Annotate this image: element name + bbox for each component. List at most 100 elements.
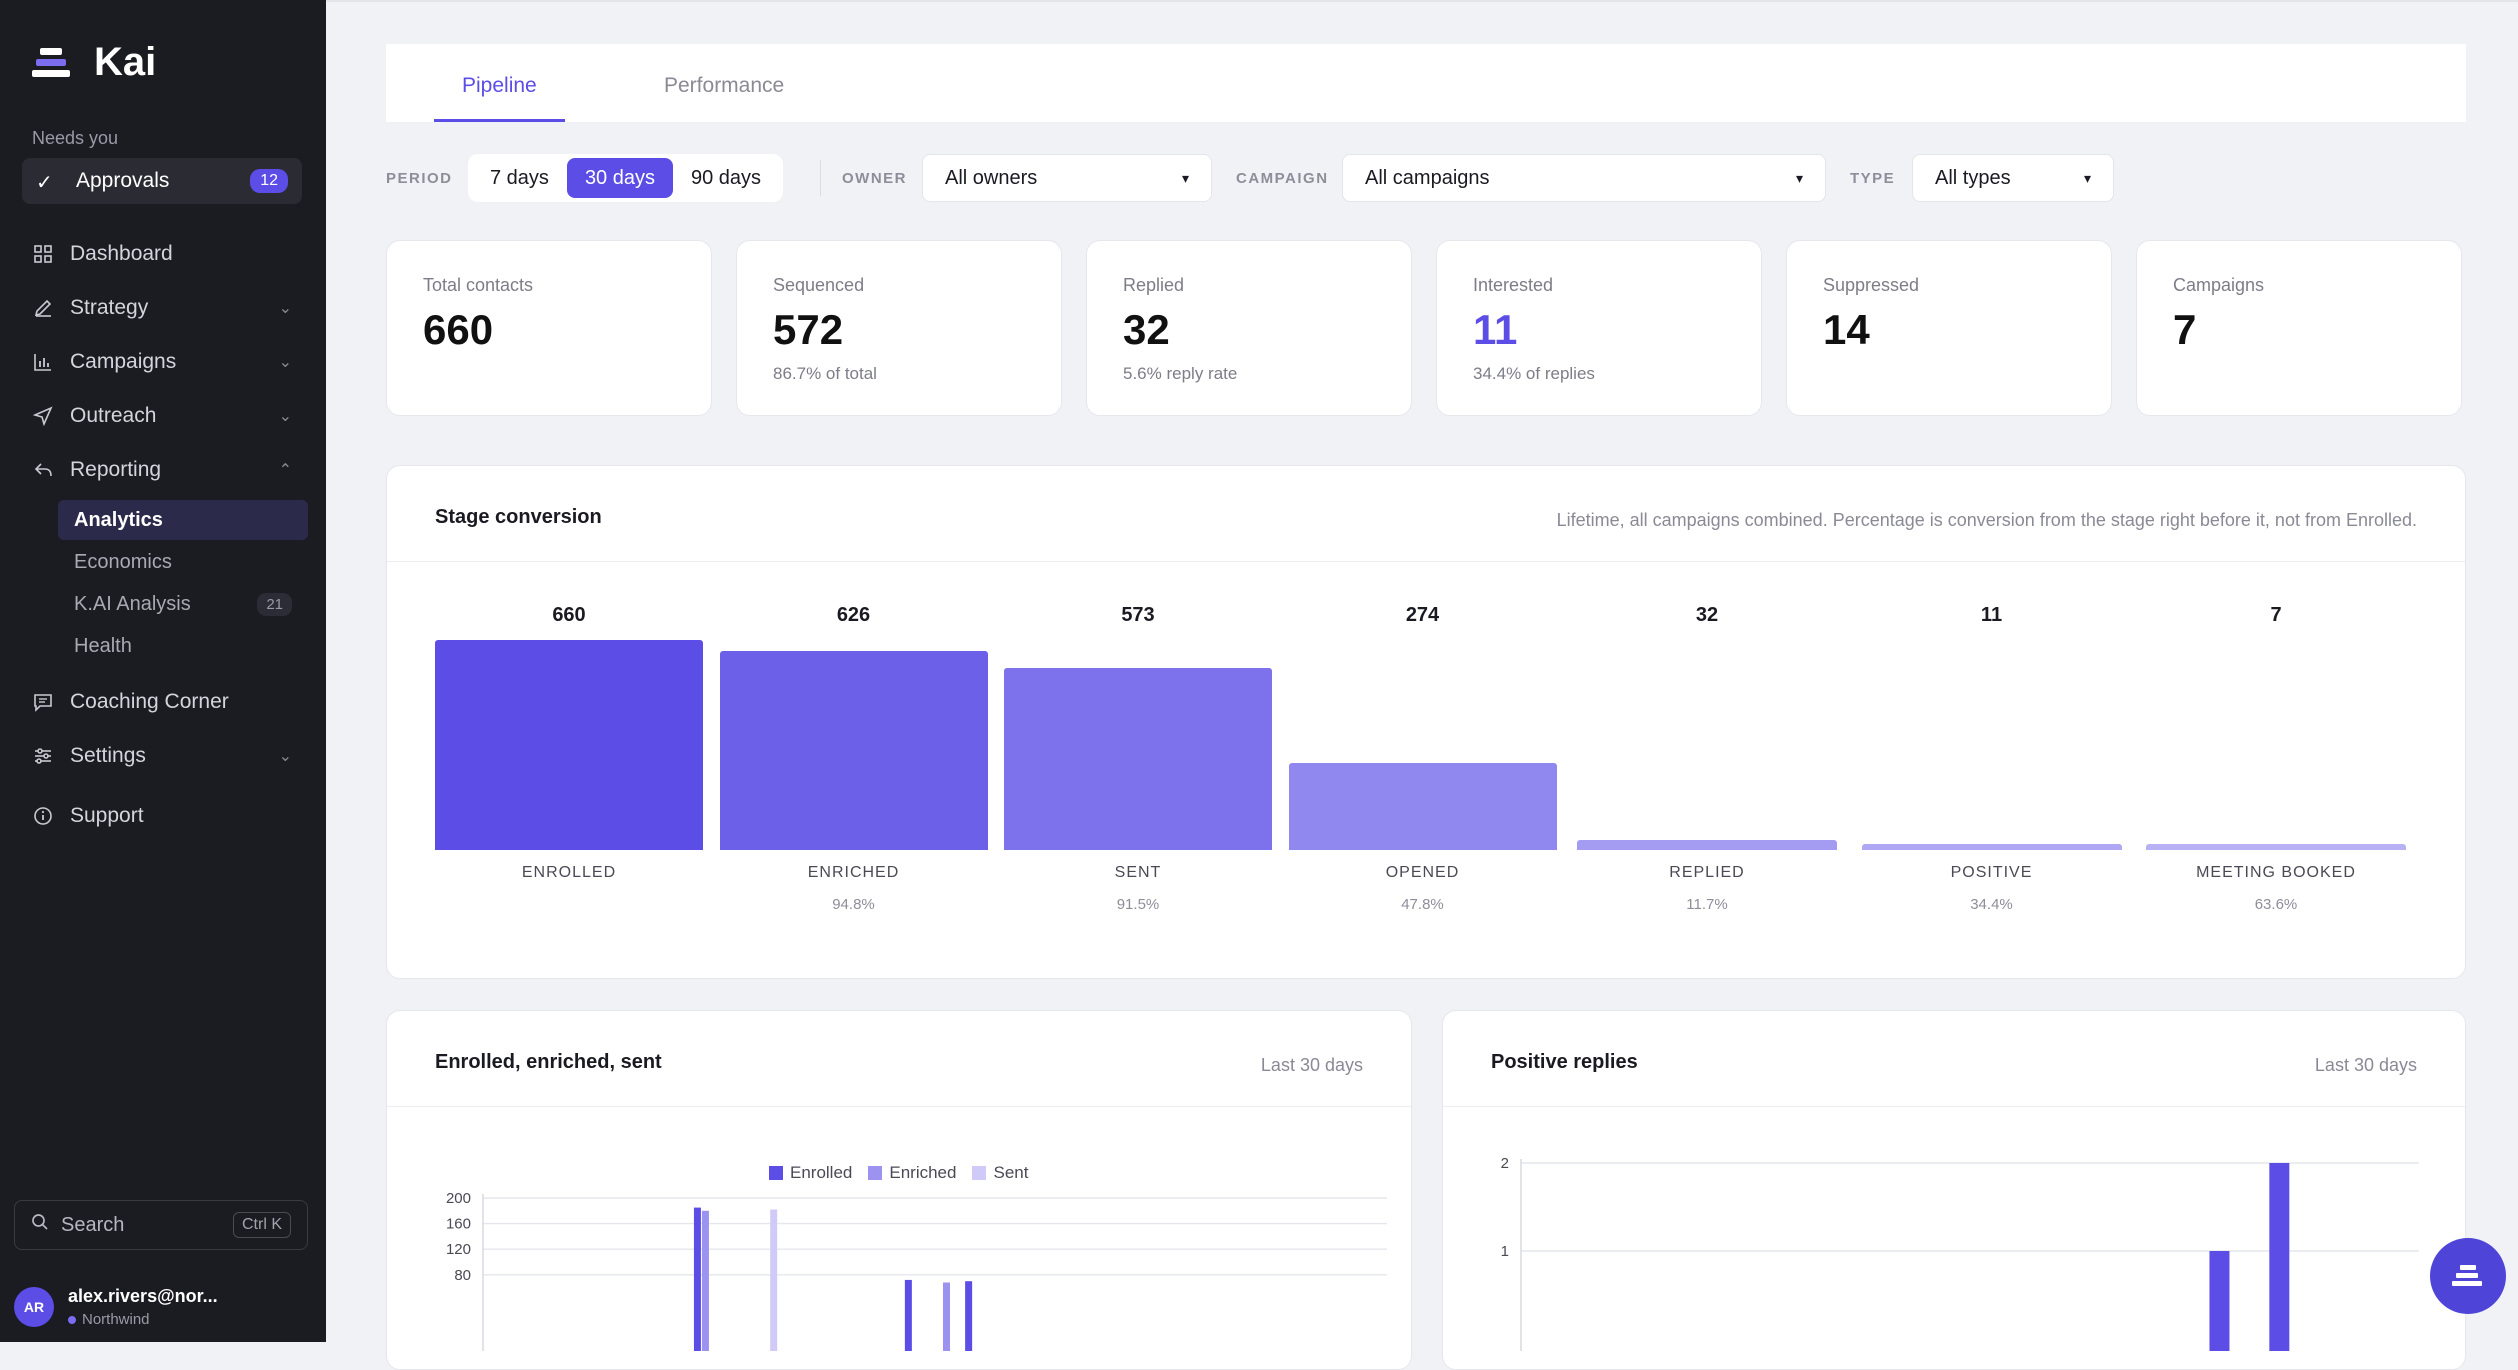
kai-logo-icon xyxy=(2452,1265,2482,1286)
stat-card-suppressed: Suppressed 14 xyxy=(1786,240,2112,416)
stat-title: Sequenced xyxy=(773,275,865,295)
panel-title: Enrolled, enriched, sent xyxy=(435,1051,662,1073)
stage-percent-label: 63.6% xyxy=(2254,896,2298,913)
sidebar-item-outreach[interactable]: Outreach ⌄ xyxy=(22,393,302,439)
sidebar-subitem-health[interactable]: Health xyxy=(58,626,308,666)
chevron-down-icon: ▾ xyxy=(1795,169,1803,186)
brand-name: Kai xyxy=(94,40,157,84)
stage-value-label: 7 xyxy=(2270,604,2282,626)
sidebar-subitem-economics[interactable]: Economics xyxy=(58,542,308,582)
period-90-days[interactable]: 90 days xyxy=(691,166,762,189)
campaign-label: CAMPAIGN xyxy=(1236,170,1329,187)
stage-bar-sent[interactable] xyxy=(1004,667,1272,850)
chevron-down-icon: ⌄ xyxy=(278,408,292,425)
stage-category-label: POSITIVE xyxy=(1950,864,2033,881)
legend-item-sent[interactable]: Sent xyxy=(972,1163,1028,1183)
sidebar-item-dashboard[interactable]: Dashboard xyxy=(22,231,302,277)
period-7-days[interactable]: 7 days xyxy=(490,166,549,189)
filter-divider xyxy=(820,160,821,196)
period-30-days[interactable]: 30 days xyxy=(566,158,673,198)
kai-analysis-count-badge: 21 xyxy=(257,592,292,616)
chart-bar[interactable] xyxy=(965,1281,973,1351)
stage-value-label: 626 xyxy=(836,604,871,626)
sidebar-subitem-analytics[interactable]: Analytics xyxy=(58,500,308,540)
campaign-select-value: All campaigns xyxy=(1365,166,1490,189)
kai-logo-icon xyxy=(32,46,72,80)
period-label: PERIOD xyxy=(386,170,453,187)
stage-percent-label: 34.4% xyxy=(1970,896,2013,913)
sidebar-item-support[interactable]: Support xyxy=(22,793,302,839)
stat-title: Interested xyxy=(1473,275,1554,295)
user-email: alex.rivers@nor... xyxy=(68,1286,218,1306)
chart-bar[interactable] xyxy=(904,1279,912,1351)
stage-bar-meeting-booked[interactable] xyxy=(2146,844,2406,850)
stage-conversion-panel: Stage conversion Lifetime, all campaigns… xyxy=(386,465,2466,979)
info-icon xyxy=(32,805,54,827)
legend-item-enrolled[interactable]: Enrolled xyxy=(769,1163,852,1183)
panel-header xyxy=(387,1011,1411,1107)
sidebar-subitem-label: Analytics xyxy=(74,508,163,531)
stat-title: Campaigns xyxy=(2173,275,2265,295)
chart-bar[interactable] xyxy=(770,1209,778,1351)
chart-bar[interactable] xyxy=(693,1207,701,1351)
assistant-fab-button[interactable] xyxy=(2430,1238,2506,1314)
sidebar-item-campaigns[interactable]: Campaigns ⌄ xyxy=(22,339,302,385)
panel-note: Lifetime, all campaigns combined. Percen… xyxy=(1556,510,2417,530)
stage-percent-label: 47.8% xyxy=(1401,896,1444,913)
panel-subtitle: Last 30 days xyxy=(1260,1055,1363,1075)
search-label: Search xyxy=(61,1213,125,1236)
sidebar-item-label: Coaching Corner xyxy=(70,690,229,713)
brand[interactable]: Kai xyxy=(32,40,156,85)
y-tick-label: 2 xyxy=(1501,1155,1509,1172)
check-icon: ✓ xyxy=(36,172,53,194)
chart-bar[interactable] xyxy=(701,1210,709,1351)
campaign-select[interactable]: All campaigns ▾ xyxy=(1342,154,1826,202)
user-menu[interactable]: AR alex.rivers@nor... Northwind xyxy=(14,1286,308,1328)
stage-value-label: 32 xyxy=(1695,604,1719,626)
legend-label: Enrolled xyxy=(790,1163,853,1182)
owner-select-value: All owners xyxy=(945,166,1038,189)
stage-value-label: 660 xyxy=(552,604,586,626)
chart-bar[interactable] xyxy=(2209,1251,2230,1351)
tab-bar: Pipeline Performance xyxy=(386,44,2466,122)
stage-category-label: REPLIED xyxy=(1669,864,1745,881)
enrolled-enriched-sent-panel: Enrolled, enriched, sent Last 30 days En… xyxy=(386,1010,1412,1370)
main-content: Pipeline Performance PERIOD 7 days 30 da… xyxy=(326,0,2518,1370)
tab-pipeline[interactable]: Pipeline xyxy=(434,74,565,122)
stage-category-label: ENROLLED xyxy=(521,864,617,881)
stat-title: Total contacts xyxy=(423,275,534,295)
owner-select[interactable]: All owners ▾ xyxy=(922,154,1212,202)
sidebar-item-strategy[interactable]: Strategy ⌄ xyxy=(22,285,302,331)
needs-you-label: Needs you xyxy=(32,128,119,148)
tab-performance[interactable]: Performance xyxy=(664,74,785,97)
chart-bar[interactable] xyxy=(943,1282,950,1351)
sidebar-subitem-kai-analysis[interactable]: K.AI Analysis 21 xyxy=(58,584,308,624)
stage-bar-opened[interactable] xyxy=(1288,762,1557,850)
legend-item-enriched[interactable]: Enriched xyxy=(868,1163,956,1183)
stage-value-label: 11 xyxy=(1980,604,2003,626)
sidebar-item-reporting[interactable]: Reporting ⌃ xyxy=(22,447,302,493)
stage-bar-enrolled[interactable] xyxy=(435,640,703,850)
stage-bar-enriched[interactable] xyxy=(719,650,988,850)
sidebar-item-label: Strategy xyxy=(70,296,149,319)
sidebar-item-coaching-corner[interactable]: Coaching Corner xyxy=(22,679,302,725)
pen-icon xyxy=(32,297,54,319)
sidebar-item-approvals[interactable]: ✓ Approvals 12 xyxy=(22,158,302,204)
stage-value-label: 274 xyxy=(1405,604,1440,626)
stage-bar-positive[interactable] xyxy=(1861,844,2122,850)
chart-bar[interactable] xyxy=(2269,1163,2290,1351)
stat-card-replied: Replied 32 5.6% reply rate xyxy=(1086,240,1412,416)
y-tick-label: 1 xyxy=(1501,1243,1509,1260)
legend-swatch xyxy=(868,1166,883,1180)
sidebar-search[interactable]: Search Ctrl K xyxy=(14,1200,308,1250)
stat-card-sequenced: Sequenced 572 86.7% of total xyxy=(736,240,1062,416)
legend-swatch xyxy=(769,1166,783,1180)
stage-bar-replied[interactable] xyxy=(1577,839,1837,850)
sidebar-item-settings[interactable]: Settings ⌄ xyxy=(22,733,302,779)
chart-svg: 200 160 120 80 xyxy=(446,1190,1387,1351)
org-dot-icon xyxy=(68,1315,76,1324)
owner-label: OWNER xyxy=(842,170,907,187)
sliders-icon xyxy=(32,745,54,767)
type-select[interactable]: All types ▾ xyxy=(1912,154,2114,202)
